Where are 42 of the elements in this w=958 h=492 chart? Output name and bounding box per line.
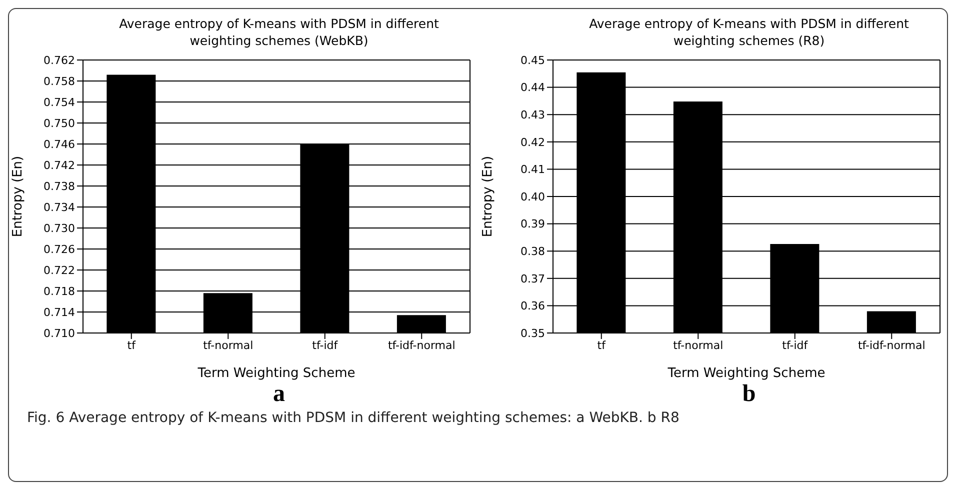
x-tick-label: tf [127, 338, 137, 352]
y-tick-label: 0.754 [44, 96, 75, 109]
y-tick-label: 0.710 [44, 326, 75, 340]
y-tick-label: 0.746 [44, 138, 75, 151]
caption: Fig. 6 Average entropy of K-means with PDSM in different weighting schemes: a WebKB. b R8 [26, 410, 680, 426]
x-tick-label: tf [597, 338, 607, 352]
y-tick-label: 0.762 [44, 54, 75, 67]
y-tick-label: 0.40 [520, 190, 545, 204]
y-tick-label: 0.726 [44, 242, 75, 256]
y-tick-label: 0.750 [44, 116, 75, 130]
y-axis-title: Entropy (En) [480, 156, 496, 238]
x-tick-label: tf-idf [782, 338, 809, 352]
x-tick-label: tf-idf-normal [388, 338, 456, 352]
x-tick-label: tf-idf [312, 338, 339, 352]
y-tick-label: 0.742 [44, 158, 75, 172]
y-tick-label: 0.44 [520, 81, 545, 94]
x-tick-label: tf-normal [203, 338, 254, 352]
text: a [272, 381, 286, 408]
y-tick-label: 0.43 [520, 108, 545, 122]
y-tick-label: 0.35 [520, 326, 545, 340]
y-tick-label: 0.738 [44, 180, 75, 193]
chart-title: Average entropy of K-means with PDSM in different weighting schemes (R8) [589, 15, 909, 50]
chart-title: Average entropy of K-means with PDSM in different weighting schemes (WebKB) [119, 15, 439, 50]
y-tick-label: 0.722 [44, 264, 75, 277]
y-tick-label: 0.758 [44, 74, 75, 88]
text: b [741, 381, 757, 408]
y-tick-label: 0.730 [44, 222, 75, 235]
y-tick-label: 0.718 [44, 284, 75, 298]
x-axis-title: Term Weighting Scheme [196, 366, 356, 381]
y-tick-label: 0.734 [44, 200, 75, 214]
y-tick-label: 0.714 [44, 306, 75, 319]
y-tick-label: 0.39 [520, 218, 545, 231]
y-tick-label: 0.36 [520, 300, 545, 313]
x-tick-label: tf-normal [673, 338, 724, 352]
y-axis-title: Entropy (En) [10, 156, 26, 238]
y-tick-label: 0.37 [520, 272, 545, 286]
x-tick-label: tf-idf-normal [858, 338, 926, 352]
x-axis-title: Term Weighting Scheme [666, 366, 826, 381]
y-tick-label: 0.45 [520, 54, 545, 67]
y-tick-label: 0.41 [520, 163, 545, 176]
y-tick-label: 0.38 [520, 245, 545, 258]
y-tick-label: 0.42 [520, 136, 545, 149]
